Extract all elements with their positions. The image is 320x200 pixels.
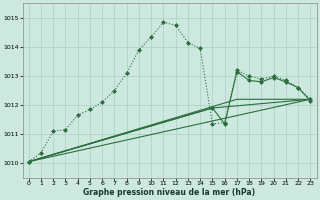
X-axis label: Graphe pression niveau de la mer (hPa): Graphe pression niveau de la mer (hPa): [84, 188, 256, 197]
